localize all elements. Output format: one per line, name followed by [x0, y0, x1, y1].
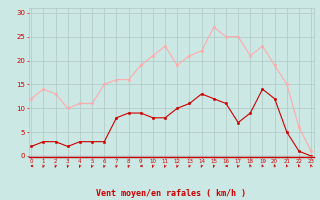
Text: Vent moyen/en rafales ( km/h ): Vent moyen/en rafales ( km/h ): [96, 189, 246, 198]
